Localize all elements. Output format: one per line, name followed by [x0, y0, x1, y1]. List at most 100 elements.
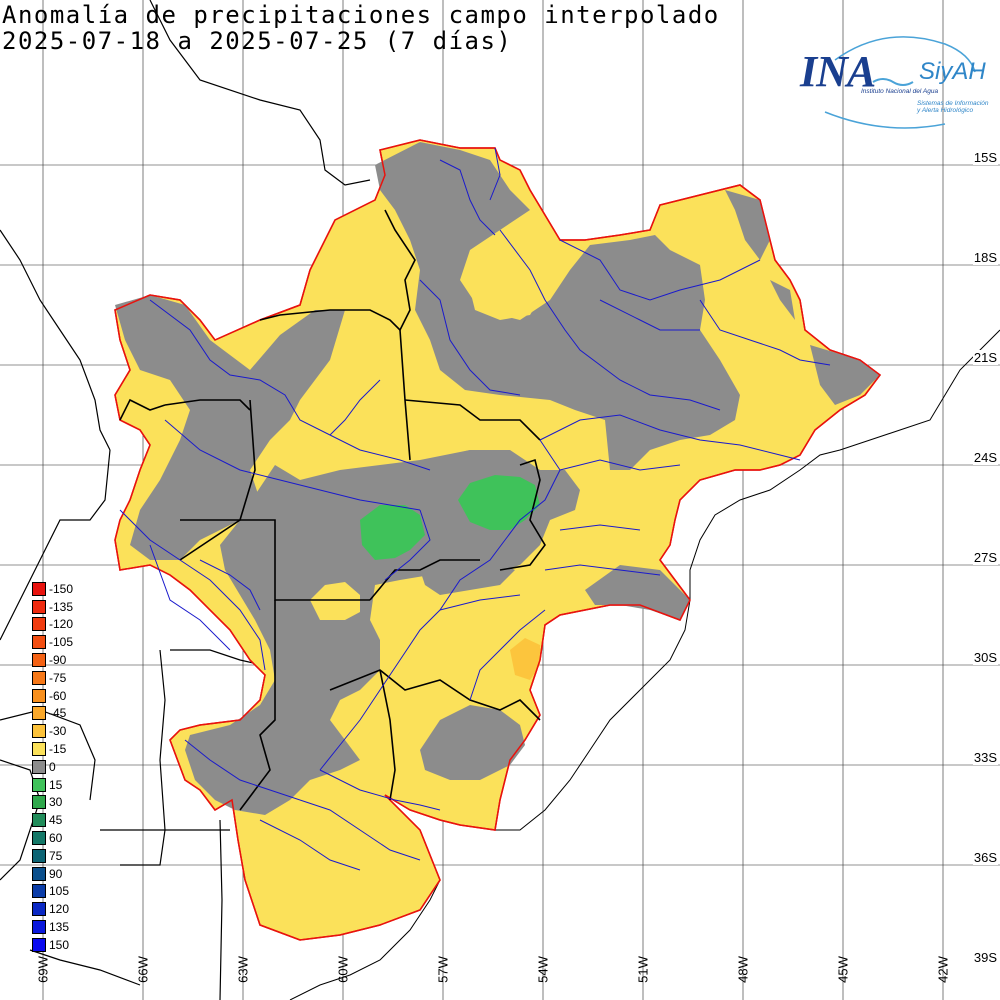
legend-entry: -135	[32, 598, 73, 616]
legend-label: 105	[49, 884, 70, 899]
lat-label: 15S	[972, 150, 998, 165]
lon-label: 60W	[335, 956, 351, 983]
legend-swatch	[32, 688, 46, 703]
anomaly-moderate-negative	[510, 638, 540, 680]
map-date-range: 2025-07-18 a 2025-07-25 (7 días)	[2, 27, 513, 55]
ina-siyah-logo: INA SiyAH Instituto Nacional del Agua Si…	[795, 32, 995, 132]
legend-swatch	[32, 599, 46, 614]
legend-label: 75	[49, 848, 63, 863]
legend-swatch	[32, 902, 46, 917]
legend-entry: -60	[32, 687, 73, 705]
legend-entry: 120	[32, 900, 73, 918]
rivers	[119, 147, 831, 871]
lat-label: 39S	[972, 950, 998, 965]
legend-entry: 60	[32, 829, 73, 847]
lon-label: 48W	[735, 956, 751, 983]
lat-label: 27S	[972, 550, 998, 565]
legend-label: 120	[49, 902, 70, 917]
legend-entry: 30	[32, 794, 73, 812]
legend-swatch	[32, 884, 46, 899]
lon-label: 66W	[135, 956, 151, 983]
internal-borders	[119, 209, 546, 811]
logo-subtitle: Sistemas de Información y Alerta Hidroló…	[917, 100, 989, 114]
logo-subtitle-line2: y Alerta Hidrológico	[917, 107, 974, 114]
color-legend: -150 -135 -120 -105 -90 -75 -60 -45 -30 -15 0 15 30 4…	[32, 580, 73, 954]
lat-label: 33S	[972, 750, 998, 765]
legend-entry: 45	[32, 811, 73, 829]
legend-label: 135	[49, 920, 70, 935]
legend-swatch	[32, 724, 46, 739]
lon-label: 42W	[935, 956, 951, 983]
legend-label: -105	[49, 635, 74, 650]
legend-swatch	[32, 670, 46, 685]
legend-swatch	[32, 866, 46, 881]
lon-label: 69W	[35, 956, 51, 983]
lon-label: 63W	[235, 956, 251, 983]
legend-label: 60	[49, 831, 63, 846]
legend-label: 15	[49, 777, 63, 792]
legend-label: 150	[49, 937, 70, 952]
legend-label: 45	[49, 813, 63, 828]
legend-label: -75	[49, 670, 67, 685]
legend-entry: 0	[32, 758, 73, 776]
lat-label: 30S	[972, 650, 998, 665]
legend-swatch	[32, 653, 46, 668]
lat-label: 36S	[972, 850, 998, 865]
lat-label: 18S	[972, 250, 998, 265]
legend-swatch	[32, 742, 46, 757]
lon-label: 51W	[635, 956, 651, 983]
legend-label: -45	[49, 706, 67, 721]
legend-swatch	[32, 635, 46, 650]
legend-entry: 135	[32, 918, 73, 936]
legend-swatch	[32, 795, 46, 810]
legend-entry: 75	[32, 847, 73, 865]
legend-entry: -150	[32, 580, 73, 598]
legend-entry: 90	[32, 865, 73, 883]
anomaly-negative-islands	[310, 230, 550, 620]
legend-label: -120	[49, 617, 74, 632]
legend-entry: -90	[32, 651, 73, 669]
legend-swatch	[32, 813, 46, 828]
legend-entry: -15	[32, 740, 73, 758]
legend-entry: -30	[32, 722, 73, 740]
legend-label: -60	[49, 688, 67, 703]
legend-label: 30	[49, 795, 63, 810]
legend-swatch	[32, 581, 46, 596]
legend-label: 0	[49, 759, 56, 774]
legend-label: -30	[49, 724, 67, 739]
lon-label: 57W	[435, 956, 451, 983]
anomaly-positive-zones	[360, 475, 540, 560]
logo-subtitle-line1: Sistemas de Información	[917, 100, 989, 107]
legend-label: -135	[49, 599, 74, 614]
legend-swatch	[32, 617, 46, 632]
map-title: Anomalía de precipitaciones campo interp…	[2, 1, 720, 29]
anomaly-zero-zones	[115, 142, 880, 815]
legend-swatch	[32, 759, 46, 774]
legend-swatch	[32, 831, 46, 846]
legend-label: -15	[49, 742, 67, 757]
lat-label: 24S	[972, 450, 998, 465]
legend-swatch	[32, 920, 46, 935]
legend-swatch	[32, 706, 46, 721]
legend-label: 90	[49, 866, 63, 881]
logo-institute: Instituto Nacional del Agua	[861, 88, 939, 95]
legend-entry: 150	[32, 936, 73, 954]
legend-label: -90	[49, 653, 67, 668]
legend-swatch	[32, 777, 46, 792]
legend-label: -150	[49, 581, 74, 596]
legend-entry: -120	[32, 616, 73, 634]
legend-entry: -105	[32, 633, 73, 651]
legend-entry: -75	[32, 669, 73, 687]
lat-label: 21S	[972, 350, 998, 365]
legend-entry: -45	[32, 705, 73, 723]
logo-swoosh-icon	[824, 36, 976, 129]
lon-label: 54W	[535, 956, 551, 983]
lon-label: 45W	[835, 956, 851, 983]
logo-ina-text: INA	[800, 47, 876, 96]
legend-entry: 105	[32, 883, 73, 901]
logo-siyah-text: SiyAH	[919, 58, 986, 85]
legend-swatch	[32, 848, 46, 863]
legend-swatch	[32, 937, 46, 952]
basin-outline	[114, 139, 882, 941]
